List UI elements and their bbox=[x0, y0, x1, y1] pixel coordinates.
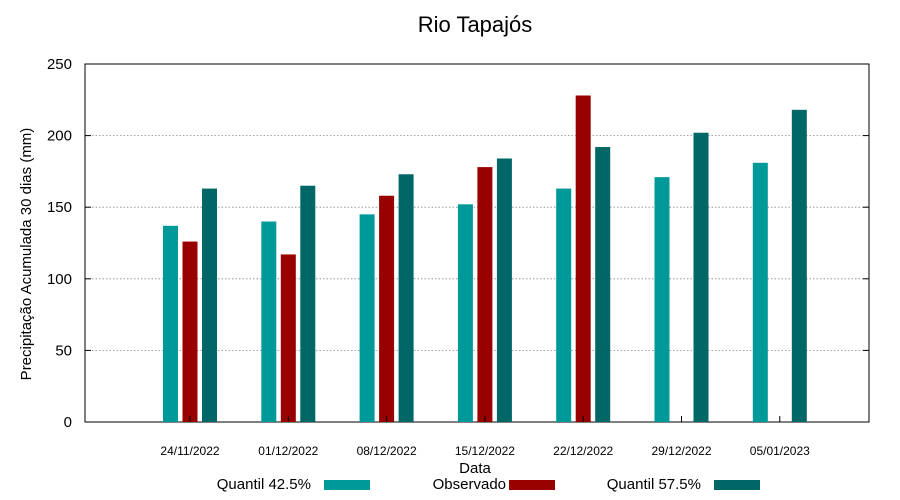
bar-quantil-57-5- bbox=[595, 147, 611, 422]
y-tick-label: 150 bbox=[47, 199, 72, 216]
y-axis: 0 50 100 150 200 250 bbox=[47, 56, 869, 431]
x-tick-label: 15/12/2022 bbox=[455, 444, 515, 458]
y-tick-label: 100 bbox=[47, 271, 72, 288]
bar-quantil-57-5- bbox=[496, 158, 512, 422]
bar-observado bbox=[575, 95, 591, 422]
bar-quantil-57-5- bbox=[300, 185, 316, 422]
legend-label: Quantil 42.5% bbox=[217, 476, 311, 493]
bar-observado bbox=[280, 254, 296, 422]
bar-observado bbox=[477, 167, 493, 422]
x-tick-label: 22/12/2022 bbox=[553, 444, 613, 458]
legend-label: Observado bbox=[433, 476, 506, 493]
x-tick-label: 08/12/2022 bbox=[357, 444, 417, 458]
chart-title: Rio Tapajós bbox=[418, 12, 533, 37]
bar-quantil-42-5- bbox=[359, 214, 375, 422]
x-tick-label: 05/01/2023 bbox=[750, 444, 810, 458]
y-tick-label: 250 bbox=[47, 56, 72, 73]
x-axis-label: Data bbox=[459, 460, 491, 477]
x-tick-label: 29/12/2022 bbox=[651, 444, 711, 458]
x-axis: 24/11/2022 01/12/2022 08/12/2022 15/12/2022… bbox=[160, 416, 810, 458]
x-tick-label: 01/12/2022 bbox=[258, 444, 318, 458]
y-tick-label: 200 bbox=[47, 128, 72, 145]
y-tick-label: 50 bbox=[55, 342, 72, 359]
bar-quantil-42-5- bbox=[752, 162, 768, 423]
legend-label: Quantil 57.5% bbox=[607, 476, 701, 493]
bar-quantil-42-5- bbox=[457, 204, 473, 422]
y-axis-label: Precipitação Acumulada 30 dias (mm) bbox=[18, 128, 35, 381]
bar-quantil-42-5- bbox=[654, 177, 670, 422]
legend-swatch bbox=[509, 480, 555, 490]
bar-quantil-57-5- bbox=[202, 188, 217, 422]
plot-area bbox=[84, 63, 870, 423]
y-tick-label: 0 bbox=[64, 414, 72, 431]
bar-observado bbox=[182, 241, 198, 422]
bar-quantil-42-5- bbox=[261, 221, 277, 422]
bar-quantil-42-5- bbox=[556, 188, 572, 422]
bar-quantil-57-5- bbox=[398, 174, 414, 422]
bar-observado bbox=[379, 195, 395, 422]
legend: Quantil 42.5% Observado Quantil 57.5% bbox=[217, 476, 760, 493]
bar-quantil-42-5- bbox=[163, 225, 178, 422]
bar-quantil-57-5- bbox=[791, 109, 807, 422]
bar-quantil-57-5- bbox=[693, 132, 709, 422]
legend-swatch bbox=[324, 480, 370, 490]
x-tick-label: 24/11/2022 bbox=[160, 444, 219, 458]
legend-swatch bbox=[714, 480, 760, 490]
bars bbox=[163, 95, 807, 423]
